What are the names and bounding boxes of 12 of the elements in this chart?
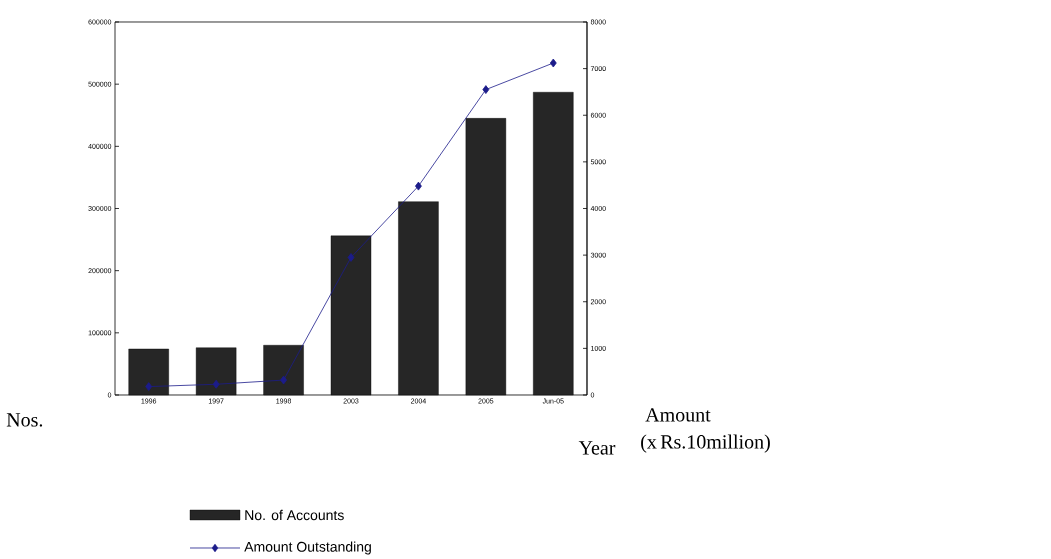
point [347,253,355,262]
x-axis-title: Year [578,441,616,455]
point [415,181,422,191]
point [212,379,220,389]
point [549,58,557,68]
y2-axis-title: Amount (x Rs.10million) [641,408,770,453]
point [145,382,153,391]
point [280,375,287,385]
point [482,85,490,94]
legend-label: No. of Accounts [245,509,344,521]
legend-label: Amount Outstanding [244,541,371,555]
y-axis-title: Nos. [6,413,43,427]
